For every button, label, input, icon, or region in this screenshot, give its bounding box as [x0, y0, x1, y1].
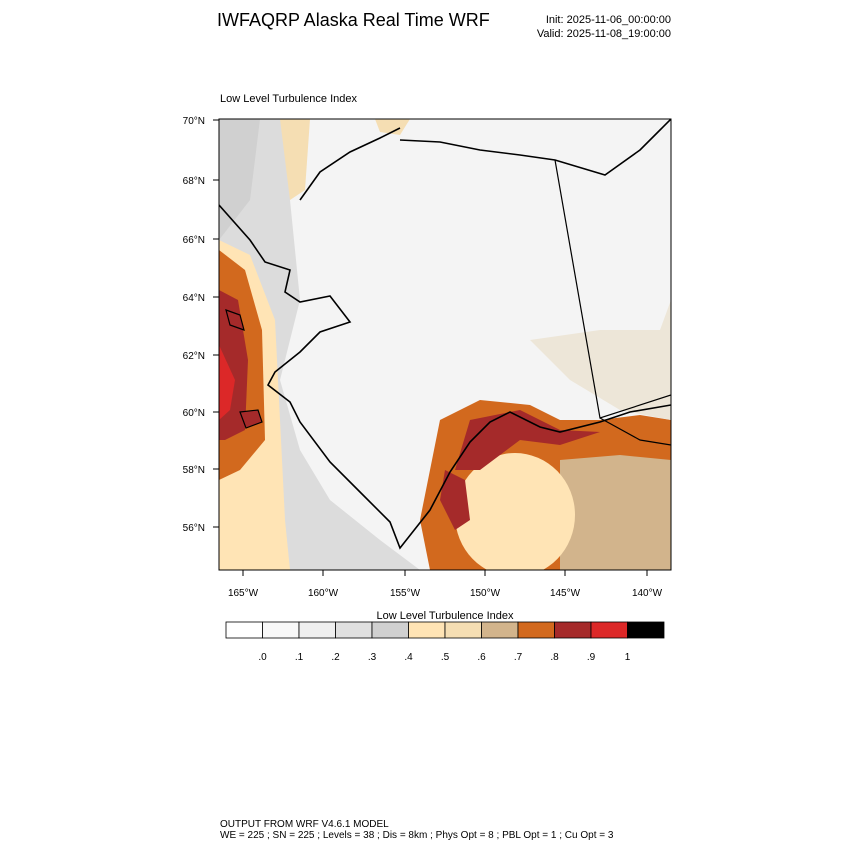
border — [554, 159, 671, 446]
colorbar-box — [408, 621, 446, 639]
lon-label: 155°W — [390, 588, 421, 599]
colorbar-box — [554, 621, 592, 639]
footer-line: OUTPUT FROM WRF V4.6.1 MODEL — [220, 819, 389, 830]
colorbar-box — [590, 621, 628, 639]
colorbar-label: .5 — [441, 652, 450, 663]
colorbar-box — [481, 621, 519, 639]
colorbar-label: .4 — [404, 652, 413, 663]
colorbar-label: .0 — [258, 652, 267, 663]
lat-labels: 70°N 68°N 66°N 64°N 62°N 60°N 58°N 56°N — [183, 116, 219, 534]
lon-label: 165°W — [228, 588, 259, 599]
colorbar: .0 .1 .2 .3 .4 .5 .6 .7 .8 .9 1 — [225, 621, 665, 663]
colorbar-box — [371, 621, 409, 639]
colorbar-label: .1 — [295, 652, 304, 663]
colorbar-title: Low Level Turbulence Index — [377, 610, 514, 622]
init-time: Init: 2025-11-06_00:00:00 — [546, 14, 671, 26]
lat-label: 58°N — [183, 465, 205, 476]
map-frame — [218, 118, 672, 571]
lon-label: 150°W — [470, 588, 501, 599]
field — [560, 455, 671, 570]
field — [280, 119, 310, 200]
lon-labels: 165°W 160°W 155°W 150°W 145°W 140°W — [228, 570, 663, 599]
lat-label: 64°N — [183, 293, 205, 304]
lon-label: 145°W — [550, 588, 581, 599]
map-title: Low Level Turbulence Index — [220, 93, 357, 105]
colorbar-label: .2 — [331, 652, 340, 663]
map — [219, 119, 671, 570]
colorbar-box — [262, 621, 300, 639]
lon-label: 140°W — [632, 588, 663, 599]
colorbar-label: .8 — [550, 652, 559, 663]
lat-label: 70°N — [183, 116, 205, 127]
colorbar-label: .9 — [587, 652, 596, 663]
colorbar-label: 1 — [625, 652, 631, 663]
colorbar-box — [444, 621, 482, 639]
island — [225, 309, 263, 429]
colorbar-label: .3 — [368, 652, 377, 663]
lat-label: 68°N — [183, 176, 205, 187]
coastline — [219, 204, 671, 550]
lat-label: 62°N — [183, 351, 205, 362]
field — [219, 119, 260, 240]
valid-time: Valid: 2025-11-08_19:00:00 — [537, 28, 671, 40]
colorbar-box — [225, 621, 263, 639]
field — [530, 300, 671, 420]
colorbar-box — [517, 621, 555, 639]
field — [375, 119, 410, 135]
field — [219, 345, 235, 420]
field — [440, 470, 470, 530]
footer-line: WE = 225 ; SN = 225 ; Levels = 38 ; Dis … — [220, 830, 614, 841]
field — [455, 453, 575, 570]
colorbar-label: .6 — [477, 652, 486, 663]
lat-label: 60°N — [183, 408, 205, 419]
title: IWFAQRP Alaska Real Time WRF — [217, 10, 490, 30]
colorbar-box — [627, 621, 665, 639]
lat-label: 56°N — [183, 523, 205, 534]
colorbar-box — [298, 621, 336, 639]
field — [455, 410, 600, 470]
colorbar-label: .7 — [514, 652, 523, 663]
lat-label: 66°N — [183, 235, 205, 246]
colorbar-box — [335, 621, 373, 639]
lon-label: 160°W — [308, 588, 339, 599]
